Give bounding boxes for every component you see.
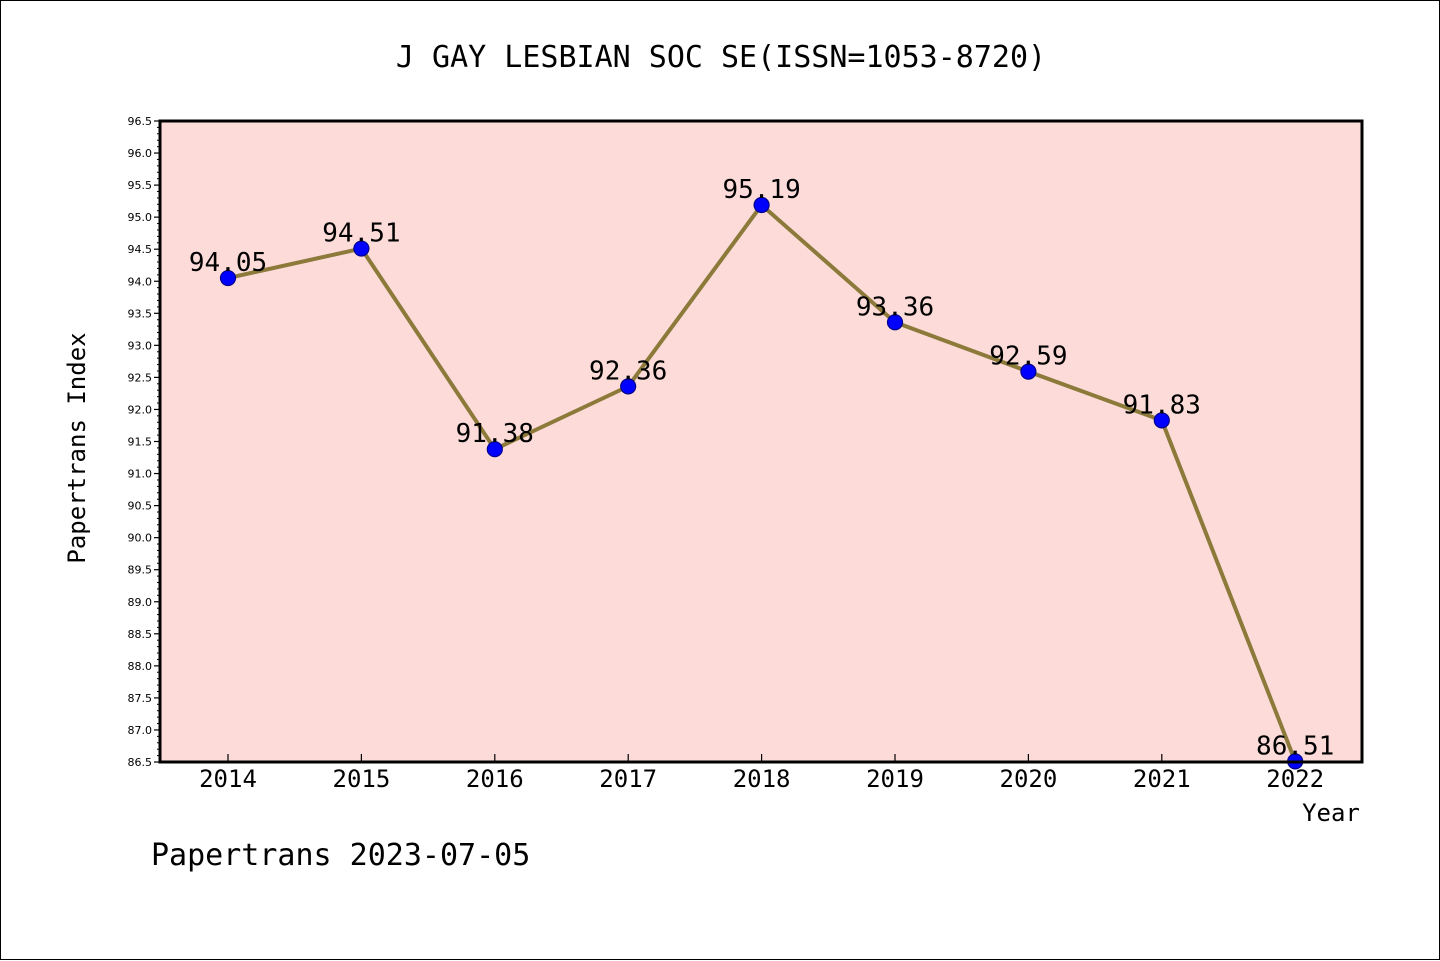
x-tick-label: 2015 — [333, 765, 391, 793]
y-tick-label: 90.0 — [128, 532, 153, 545]
y-tick-label: 95.5 — [128, 179, 153, 192]
data-label: 86.51 — [1256, 731, 1334, 761]
data-label: 91.83 — [1123, 390, 1201, 420]
y-tick-label: 87.0 — [128, 724, 153, 737]
data-label: 91.38 — [456, 419, 534, 449]
data-point-marker — [1153, 412, 1170, 429]
data-label: 95.19 — [722, 175, 800, 205]
x-tick-label: 2020 — [1000, 765, 1058, 793]
x-tick-label: 2022 — [1266, 765, 1324, 793]
y-tick-label: 89.0 — [128, 596, 153, 609]
y-tick-label: 94.5 — [128, 243, 153, 256]
data-label: 93.36 — [856, 292, 934, 322]
y-tick-label: 91.5 — [128, 436, 153, 449]
y-tick-label: 93.5 — [128, 307, 153, 320]
y-tick-label: 90.5 — [128, 500, 153, 513]
plot-area — [160, 121, 1362, 762]
y-axis-label: Papertrans Index — [63, 332, 91, 563]
data-label: 94.05 — [189, 248, 267, 278]
data-markers — [219, 196, 1304, 770]
data-label: 94.51 — [322, 219, 400, 249]
y-tick-label: 87.5 — [128, 692, 153, 705]
x-tick-label: 2019 — [866, 765, 924, 793]
y-axis: 86.5 87.0 87.5 88.0 88.5 89.0 89.5 90.0 90.5 91.0… — [128, 115, 160, 769]
y-tick-label: 89.5 — [128, 564, 153, 577]
x-tick-label: 2017 — [599, 765, 657, 793]
data-label: 92.59 — [989, 342, 1067, 372]
y-tick-label: 94.0 — [128, 275, 153, 288]
y-tick-label: 93.0 — [128, 339, 153, 352]
x-tick-label: 2016 — [466, 765, 524, 793]
data-label: 92.36 — [589, 356, 667, 386]
data-point-marker — [753, 196, 770, 214]
x-axis-label: Year — [1302, 799, 1360, 827]
data-point-marker — [620, 378, 637, 395]
footer-note: Papertrans 2023-07-05 — [151, 838, 530, 873]
data-point-marker — [219, 269, 237, 287]
chart-title: J GAY LESBIAN SOC SE(ISSN=1053-8720) — [396, 40, 1046, 75]
y-tick-label: 96.5 — [128, 115, 153, 128]
data-point-marker — [886, 314, 904, 331]
data-labels: 94.05 94.51 91.38 92.36 95.19 93.36 92.59 91.83… — [189, 175, 1334, 761]
x-axis: 2014 2015 2016 2017 2018 2019 2020 2021 2022 — [199, 754, 1324, 793]
y-tick-label: 95.0 — [128, 211, 153, 224]
y-tick-label: 92.5 — [128, 371, 153, 384]
plot-border — [158, 119, 1364, 764]
x-tick-label: 2018 — [733, 765, 791, 793]
y-tick-label: 96.0 — [128, 147, 153, 160]
x-tick-label: 2014 — [199, 765, 257, 793]
data-point-marker — [353, 240, 370, 257]
y-tick-label: 88.5 — [128, 628, 153, 641]
y-tick-label: 92.0 — [128, 403, 153, 416]
data-point-marker — [1020, 363, 1037, 380]
x-tick-label: 2021 — [1133, 765, 1191, 793]
y-tick-label: 86.5 — [128, 756, 153, 769]
data-point-marker — [486, 441, 503, 458]
y-tick-label: 91.0 — [128, 468, 153, 481]
y-tick-label: 88.0 — [128, 660, 153, 673]
